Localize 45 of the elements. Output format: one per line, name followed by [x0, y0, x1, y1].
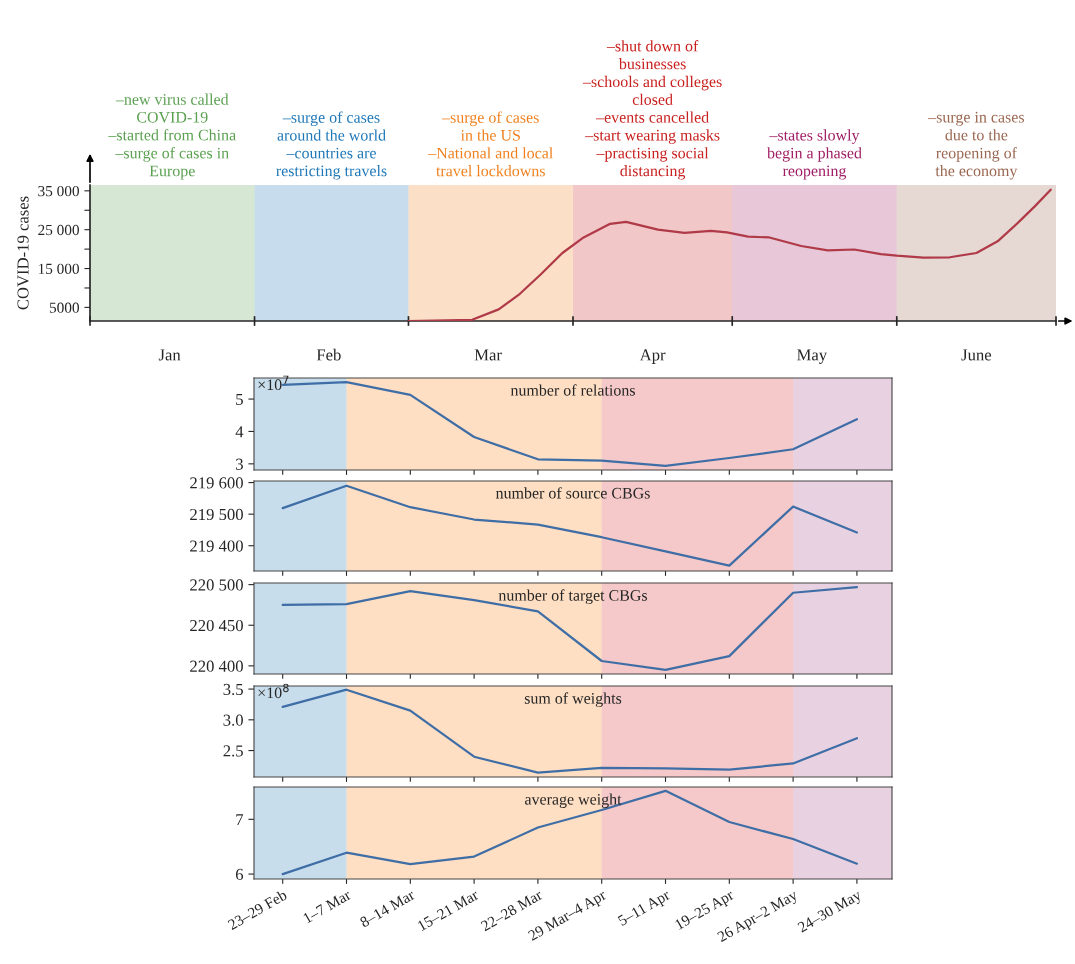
x-tick-label: 1–7 Mar: [302, 889, 352, 924]
y-tick-label: 219 600: [190, 477, 243, 489]
chart-title: average weight: [525, 793, 622, 808]
y-tick-label: 15 000: [38, 263, 79, 274]
y-tick-label: 25 000: [38, 224, 79, 236]
y-tick-label: 3: [236, 458, 243, 470]
y-axis-title: COVID-19 cases: [17, 196, 29, 310]
annotation: ×10$^{8}$: [258, 683, 289, 699]
chart-title: number of target CBGs: [498, 589, 648, 605]
y-tick-label: 5000: [49, 302, 79, 313]
line-series: [281, 585, 859, 672]
y-tick-label: 6: [235, 868, 244, 881]
band-label: –states slowly begin a phased reopening: [767, 129, 862, 180]
chart-title: number of source CBGs: [495, 487, 650, 499]
y-tick-label: 5: [236, 393, 243, 405]
y-tick-label: 4: [235, 426, 244, 438]
y-tick-label: 220 500: [190, 579, 243, 591]
x-tick-label: 5–11 Apr: [617, 889, 673, 929]
y-tick-label: 35 000: [38, 185, 79, 197]
x-tick-label: Jan: [158, 349, 181, 361]
y-tick-label: 3.0: [223, 714, 243, 726]
x-tick-label: Feb: [316, 348, 341, 361]
band-label: –new virus called COVID-19 –started from China –surge of cases in Europe: [108, 93, 236, 180]
x-tick-label: May: [797, 349, 828, 364]
band-label: –surge of cases around the world –countries are restricting travels: [276, 111, 387, 180]
line-series: [281, 789, 859, 876]
y-tick-label: 220 450: [190, 619, 243, 632]
chart-title: number of relations: [510, 384, 635, 396]
x-tick-label: Mar: [474, 349, 502, 361]
band-label: –surge in cases due to the reopening of the economy: [928, 111, 1025, 180]
band-label: –shut down of businesses –schools and colleges closed –events cancelled –start wearing masks –practising social distancing: [582, 40, 722, 180]
y-tick-label: 219 400: [190, 540, 243, 552]
chart-title: sum of weights: [524, 692, 622, 708]
y-tick-label: 7: [236, 814, 244, 826]
line-series: [407, 188, 1052, 321]
y-tick-label: 219 500: [190, 508, 243, 521]
y-tick-label: 2.5: [223, 745, 243, 757]
line-series: [281, 484, 859, 567]
y-tick-label: 220 400: [190, 660, 243, 672]
band-label: –surge of cases in the US –National and local travel lockdowns: [428, 111, 553, 177]
x-tick-label: Apr: [639, 349, 666, 364]
x-tick-label: 8–14 Mar: [359, 889, 416, 928]
annotation: ×10$^{7}$: [258, 375, 289, 391]
x-tick-label: June: [961, 349, 992, 361]
y-tick-label: 3.5: [223, 683, 243, 696]
